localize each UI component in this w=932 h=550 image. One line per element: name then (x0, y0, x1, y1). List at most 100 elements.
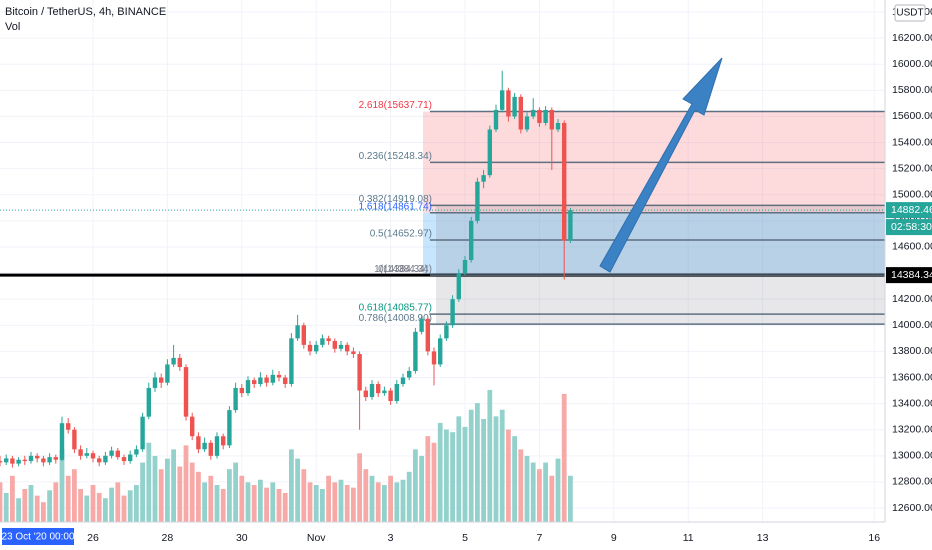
candle-body (128, 454, 133, 462)
volume-bar (338, 479, 344, 522)
volume-bar (189, 462, 195, 522)
candle-body (345, 344, 350, 352)
candle-body (549, 109, 555, 130)
volume-bar (146, 442, 152, 522)
arrow (599, 57, 723, 273)
candle-body (382, 390, 387, 394)
x-tick-label: 7 (536, 532, 542, 544)
fib-label: 0.618(14085.77) (359, 303, 432, 314)
x-tick-label: 9 (611, 532, 617, 544)
volume-bar (202, 482, 208, 522)
candle-body (152, 377, 158, 388)
date-badge (2, 528, 74, 545)
volume-bar (3, 492, 9, 522)
candle-body (270, 374, 276, 383)
candle-body (487, 129, 493, 176)
y-tick-label: 15000.00 (892, 189, 932, 201)
volume-bar (227, 469, 232, 522)
chart-title: Bitcoin / TetherUS, 4h, BINANCE (5, 6, 166, 18)
x-tick-label: 11 (683, 532, 694, 544)
volume-bar (158, 469, 164, 522)
fib-label: 0.382(14919.08) (359, 194, 432, 205)
volume-bar (468, 409, 474, 522)
y-tick-label: 12600.00 (892, 502, 932, 514)
candle-body (413, 331, 418, 371)
volume-bar (561, 393, 567, 522)
candle-body (202, 442, 207, 450)
volume-bar (171, 449, 177, 522)
volume-bar (282, 492, 288, 522)
candle-body (115, 450, 121, 458)
volume-bar (344, 485, 350, 522)
fib-label: 2.618(15637.71) (359, 100, 432, 111)
candle-body (59, 423, 65, 460)
volume-bar (406, 471, 412, 522)
volume-bar (10, 475, 15, 522)
volume-bar (357, 453, 363, 522)
volume-bar (196, 471, 201, 522)
candle-body (103, 455, 108, 463)
volume-bar (53, 482, 59, 522)
candle-body (512, 96, 517, 117)
candle-body (537, 109, 542, 123)
candle-body (431, 351, 437, 365)
volume-bar (487, 389, 493, 522)
volume-bar (140, 462, 146, 522)
last-price-box (886, 202, 932, 219)
candle-body (326, 338, 331, 341)
volume-bar (22, 488, 28, 522)
candle-body (47, 457, 52, 463)
candle-body (450, 299, 455, 326)
volume-bar (456, 416, 462, 522)
candle-body (264, 377, 269, 383)
candle-body (35, 455, 40, 459)
candle-body (84, 453, 90, 456)
y-tick-label: 14200.00 (892, 293, 932, 305)
candle-body (289, 338, 294, 385)
currency[interactable]: USDT (896, 8, 923, 19)
volume-bar (425, 436, 431, 522)
candle-body (121, 457, 127, 462)
volume-bar (208, 475, 214, 522)
volume-bar (251, 485, 257, 522)
y-tick-label: 16200.00 (892, 32, 932, 44)
candle-body (227, 410, 232, 446)
volume-bar (543, 462, 549, 522)
candle-body (258, 377, 263, 385)
volume-bar (183, 445, 189, 522)
volume-bar (103, 498, 108, 522)
volume-bar (34, 495, 40, 522)
candle-body (134, 449, 139, 455)
candle-body (301, 325, 307, 345)
currency-box[interactable] (894, 4, 926, 22)
candle-body (394, 384, 400, 401)
volume-bar (518, 449, 524, 522)
fib-zone-blue (423, 212, 885, 276)
volume-bar (220, 488, 226, 522)
candle-body (506, 90, 511, 117)
candle-body (400, 377, 406, 385)
volume-bar (78, 488, 84, 522)
y-tick-label: 15200.00 (892, 162, 932, 174)
candle-body (524, 116, 530, 130)
volume-bar (276, 488, 282, 522)
candle-body (90, 453, 96, 459)
candle-body (72, 429, 77, 450)
candle-body (493, 109, 499, 130)
candle-body (462, 260, 468, 274)
volume-bar (177, 466, 183, 522)
candle-body (146, 387, 152, 417)
y-tick-label: 13000.00 (892, 450, 932, 462)
candle-body (568, 210, 573, 241)
candle-body (518, 96, 524, 130)
volume-bar (289, 449, 294, 522)
volume-bar (506, 429, 511, 522)
candle-body (276, 374, 282, 378)
candle-body (41, 458, 46, 463)
volume-bar (313, 485, 319, 522)
y-tick-label: 15400.00 (892, 136, 932, 148)
volume-bar (530, 462, 536, 522)
fib-zone-gray (436, 205, 885, 325)
volume-bar (326, 475, 332, 522)
